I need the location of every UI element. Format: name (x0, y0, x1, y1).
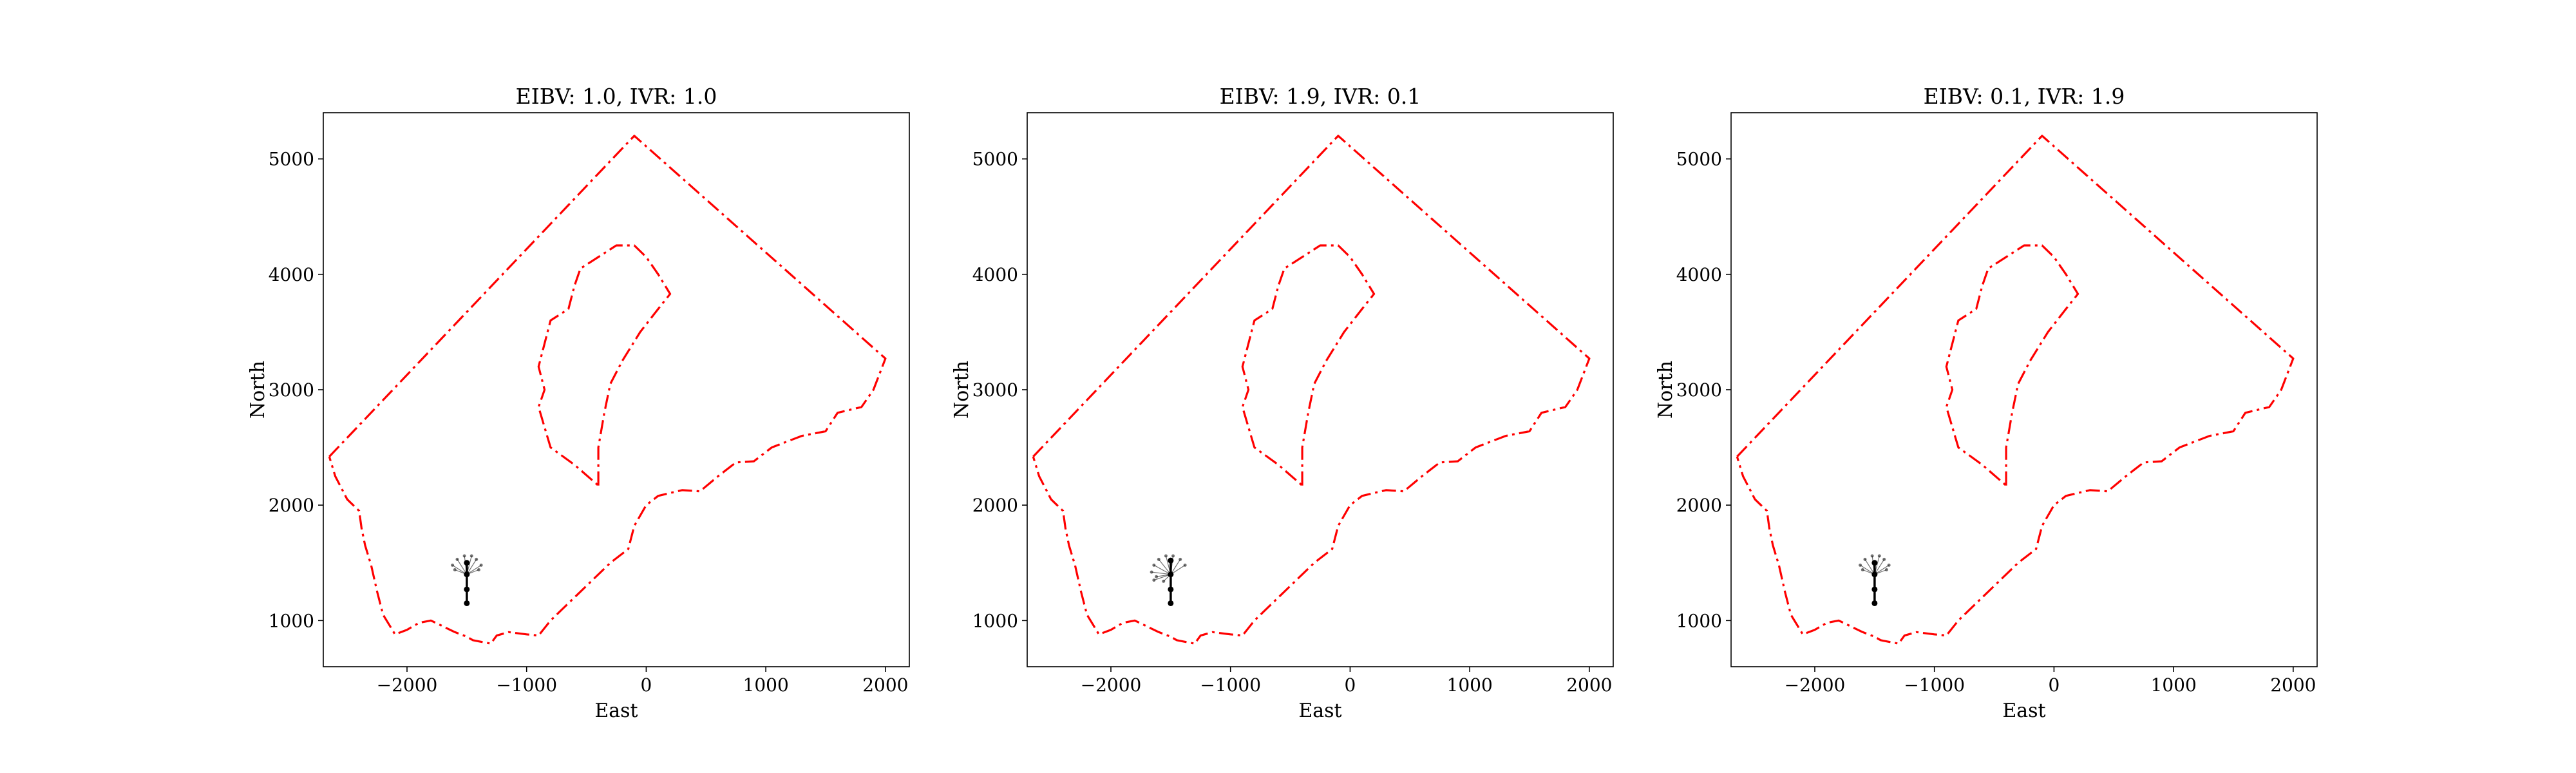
plot-frame (1730, 112, 2318, 667)
candidate-point (1157, 557, 1160, 561)
x-tick-label: −1000 (496, 674, 557, 696)
plot-frame (323, 112, 910, 667)
candidate-point (1162, 579, 1166, 583)
candidate-line (1158, 559, 1171, 575)
candidate-point (1884, 568, 1888, 571)
agent-path-point (1168, 571, 1174, 578)
candidate-point (1882, 557, 1886, 561)
x-axis-label: East (594, 700, 638, 722)
x-tick-label: −2000 (1081, 674, 1142, 696)
y-tick-label: 3000 (1676, 379, 1722, 401)
y-tick-label: 2000 (269, 495, 314, 516)
candidate-point (455, 557, 459, 561)
candidate-point (1887, 563, 1891, 567)
agent-path-point (464, 600, 470, 606)
candidate-point (1877, 554, 1881, 558)
candidate-point (1861, 568, 1864, 571)
y-axis-label: North (951, 361, 973, 419)
y-tick-label: 5000 (269, 149, 314, 170)
inner-boundary-line (537, 244, 672, 486)
agent-path-point (1168, 557, 1174, 564)
outer-boundary-line (1032, 135, 1591, 645)
x-tick-label: 2000 (2270, 674, 2316, 696)
x-tick-label: −1000 (1904, 674, 1965, 696)
inner-boundary-line (1241, 244, 1376, 486)
candidate-line (457, 559, 468, 575)
x-tick-label: 0 (2049, 674, 2060, 696)
candidate-point (1183, 563, 1187, 567)
candidate-point (475, 557, 478, 561)
y-tick-label: 4000 (1676, 264, 1722, 285)
outer-boundary-line (1736, 135, 2295, 645)
candidate-line (1170, 559, 1181, 575)
subplot-2: EIBV: 1.9, IVR: 0.1 East North −2000 −100… (951, 84, 1614, 722)
subplot-title: EIBV: 1.9, IVR: 0.1 (1220, 84, 1421, 109)
agent-path-point (1871, 560, 1878, 566)
x-tick-label: 2000 (862, 674, 908, 696)
subplot-title: EIBV: 1.0, IVR: 1.0 (516, 84, 717, 109)
agent-path-point (1168, 600, 1174, 606)
agent-path-point (1871, 586, 1878, 593)
agent-path-point (1871, 600, 1878, 606)
candidate-point (1859, 563, 1862, 567)
candidate-point (462, 554, 466, 558)
x-tick-label: 0 (1345, 674, 1356, 696)
x-tick-label: −2000 (377, 674, 438, 696)
y-tick-label: 5000 (972, 149, 1018, 170)
agent-path-point (464, 560, 470, 566)
y-tick-label: 1000 (269, 610, 314, 631)
candidate-point (1150, 570, 1153, 574)
candidate-line (1153, 574, 1171, 581)
y-tick-label: 2000 (1676, 495, 1722, 516)
candidate-point (453, 568, 457, 571)
y-tick-label: 3000 (972, 379, 1018, 401)
agent-path-point (1168, 586, 1174, 593)
candidate-point (1152, 563, 1156, 567)
y-tick-label: 4000 (269, 264, 314, 285)
candidate-point (1179, 557, 1182, 561)
agent-path-point (1871, 571, 1878, 578)
candidate-point (1152, 578, 1156, 582)
x-tick-label: 1000 (1447, 674, 1493, 696)
y-tick-label: 2000 (972, 495, 1018, 516)
candidate-line (1874, 559, 1885, 575)
outer-boundary-line (328, 135, 887, 645)
x-tick-label: 0 (641, 674, 652, 696)
y-tick-label: 1000 (972, 610, 1018, 631)
x-tick-label: −1000 (1200, 674, 1261, 696)
subplot-title: EIBV: 0.1, IVR: 1.9 (1924, 84, 2125, 109)
y-tick-label: 5000 (1676, 149, 1722, 170)
y-tick-label: 4000 (972, 264, 1018, 285)
x-axis-label: East (1298, 700, 1341, 722)
candidate-point (1164, 554, 1168, 558)
candidate-line (466, 559, 477, 575)
candidate-point (479, 563, 483, 567)
subplot-1: EIBV: 1.0, IVR: 1.0 East North −2000 −100… (247, 84, 910, 722)
x-axis-label: East (2002, 700, 2045, 722)
plot-frame (1027, 112, 1614, 667)
candidate-point (1171, 554, 1175, 558)
x-tick-label: 2000 (1566, 674, 1612, 696)
y-axis-label: North (247, 361, 269, 419)
subplot-3: EIBV: 0.1, IVR: 1.9 East North −2000 −100… (1654, 84, 2318, 722)
candidate-line (1153, 564, 1171, 575)
y-axis-label: North (1654, 361, 1677, 419)
candidate-point (1870, 554, 1874, 558)
inner-boundary-line (1945, 244, 2079, 486)
candidate-point (1863, 557, 1867, 561)
candidate-point (477, 568, 480, 571)
candidate-point (1155, 575, 1159, 578)
agent-path-point (464, 586, 470, 593)
candidate-point (451, 563, 455, 567)
candidate-line (1151, 571, 1171, 575)
x-tick-label: −2000 (1785, 674, 1846, 696)
y-tick-label: 1000 (1676, 610, 1722, 631)
x-tick-label: 1000 (743, 674, 789, 696)
y-tick-label: 3000 (269, 379, 314, 401)
candidate-line (1864, 559, 1875, 575)
agent-path-point (464, 571, 470, 578)
candidate-point (469, 554, 473, 558)
x-tick-label: 1000 (2151, 674, 2197, 696)
